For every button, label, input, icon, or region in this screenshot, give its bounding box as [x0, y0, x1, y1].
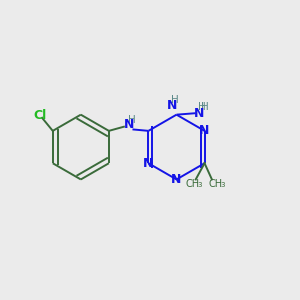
Text: H: H — [171, 95, 179, 105]
Text: H: H — [128, 115, 136, 125]
Text: Cl: Cl — [34, 109, 47, 122]
Text: H: H — [201, 102, 208, 112]
Text: H: H — [198, 102, 206, 112]
Text: CH: CH — [186, 179, 200, 189]
Text: N: N — [194, 107, 204, 120]
Text: N: N — [167, 99, 177, 112]
Text: N: N — [171, 173, 182, 186]
Text: N: N — [124, 118, 134, 131]
Text: CH: CH — [209, 179, 223, 189]
Text: N: N — [200, 124, 210, 137]
Text: 3: 3 — [198, 182, 202, 188]
Text: N: N — [143, 157, 154, 170]
Text: 3: 3 — [221, 182, 225, 188]
